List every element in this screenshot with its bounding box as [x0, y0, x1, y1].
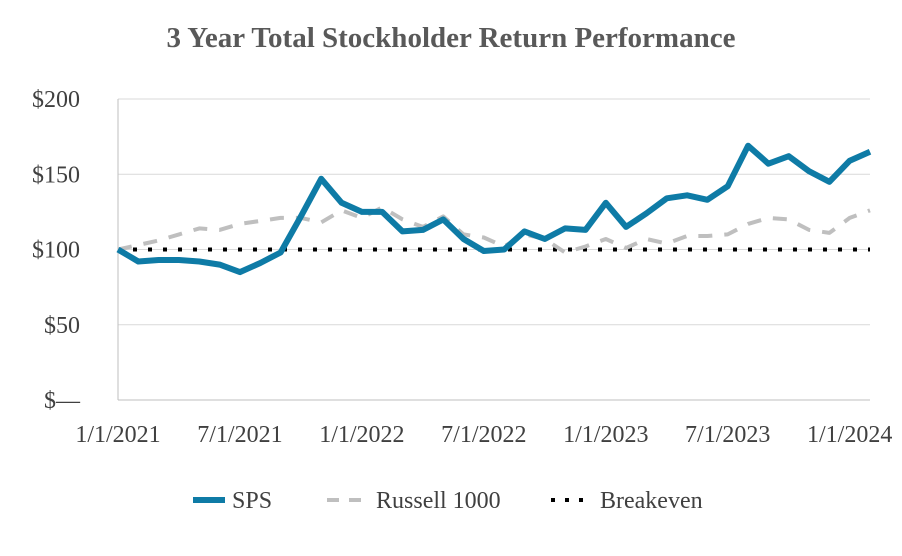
legend: SPS Russell 1000 Breakeven — [193, 488, 703, 514]
x-tick-labels: 1/1/2021 7/1/2021 1/1/2022 7/1/2022 1/1/2023… — [75, 422, 892, 448]
grid-lines — [118, 98, 870, 326]
x-tick-label: 1/1/2021 — [75, 422, 160, 448]
legend-label-russell-1000: Russell 1000 — [376, 488, 501, 514]
series-line-russell-1000 — [117, 205, 871, 255]
y-tick-label: $50 — [44, 313, 80, 339]
y-tick-label: $— — [44, 388, 81, 414]
x-tick-label: 1/1/2024 — [807, 422, 892, 448]
x-tick-label: 1/1/2023 — [563, 422, 648, 448]
y-tick-label: $150 — [32, 162, 80, 188]
legend-label-breakeven: Breakeven — [600, 488, 703, 514]
series-lines — [116, 142, 872, 276]
legend-label-sps: SPS — [232, 488, 272, 514]
series-line-sps — [116, 142, 872, 276]
x-tick-label: 7/1/2022 — [441, 422, 526, 448]
x-tick-label: 7/1/2021 — [197, 422, 282, 448]
y-tick-label: $100 — [32, 238, 80, 264]
x-tick-label: 7/1/2023 — [685, 422, 770, 448]
y-tick-labels: $— $50 $100 $150 $200 — [32, 87, 81, 414]
y-tick-label: $200 — [32, 87, 80, 113]
chart-title: 3 Year Total Stockholder Return Performa… — [166, 22, 736, 54]
x-tick-label: 1/1/2022 — [319, 422, 404, 448]
